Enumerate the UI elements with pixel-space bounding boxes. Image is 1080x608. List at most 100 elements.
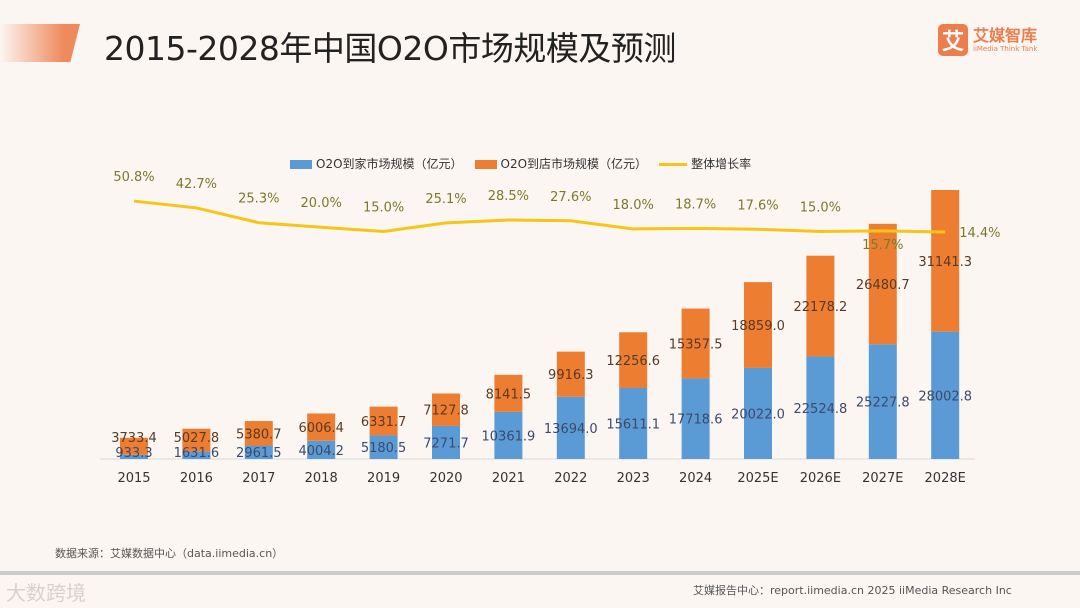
footer-divider: [0, 571, 1080, 575]
data-label-home: 22524.8: [794, 402, 848, 417]
data-label-store: 5027.8: [174, 431, 220, 446]
data-label-growth: 18.0%: [613, 198, 654, 213]
bar-home: [369, 435, 398, 459]
legend-item-store: O2O到店市场规模（亿元）: [474, 155, 648, 172]
logo-name: 艾媒智库: [973, 26, 1038, 45]
legend-label: 整体增长率: [691, 157, 752, 171]
data-label-growth: 28.5%: [488, 189, 529, 204]
data-label-home: 7271.7: [423, 436, 469, 451]
data-label-growth: 14.4%: [959, 226, 1000, 241]
bar-home: [244, 445, 273, 459]
data-label-home: 933.3: [115, 446, 152, 461]
x-tick-label: 2027E: [862, 471, 903, 486]
x-tick-label: 2023: [617, 471, 650, 486]
data-label-store: 12256.6: [606, 354, 660, 369]
bar-store: [806, 255, 835, 357]
bar-store: [744, 282, 772, 368]
legend-item-home: O2O到家市场规模（亿元）: [290, 155, 463, 172]
data-label-home: 10361.9: [482, 429, 536, 444]
bar-store: [868, 223, 897, 345]
data-label-growth: 20.0%: [301, 196, 342, 211]
data-label-home: 4004.2: [298, 444, 344, 459]
bar-store: [494, 374, 523, 412]
bar-home: [120, 454, 148, 459]
bar-home: [681, 378, 710, 459]
logo-sub: iiMedia Think Tank: [973, 45, 1038, 53]
legend-swatch-line: [659, 163, 688, 166]
data-label-home: 15611.1: [606, 417, 660, 432]
bar-store: [931, 189, 960, 332]
x-tick-label: 2020: [429, 471, 462, 486]
data-label-home: 17718.6: [669, 413, 723, 428]
data-label-store: 5380.7: [236, 427, 282, 442]
bar-home: [806, 356, 835, 459]
x-tick-label: 2018: [305, 471, 338, 486]
bar-store: [182, 428, 211, 452]
x-tick-label: 2015: [117, 471, 150, 486]
data-label-home: 28002.8: [918, 389, 972, 404]
data-label-store: 6331.7: [361, 415, 407, 430]
data-label-growth: 42.7%: [176, 177, 217, 192]
x-tick-label: 2024: [679, 471, 712, 486]
bar-store: [619, 332, 648, 388]
legend-item-growth: 整体增长率: [659, 155, 751, 172]
data-label-growth: 15.0%: [363, 200, 404, 215]
data-label-store: 7127.8: [423, 404, 469, 419]
x-tick-label: 2017: [242, 471, 275, 486]
legend-label: O2O到家市场规模（亿元）: [316, 157, 463, 171]
legend-label: O2O到店市场规模（亿元）: [500, 157, 648, 171]
logo-text-block: 艾媒智库 iiMedia Think Tank: [973, 26, 1038, 54]
legend-swatch-blue: [290, 160, 312, 169]
x-tick-label: 2025E: [737, 471, 778, 486]
bar-store: [120, 437, 148, 455]
bar-home: [432, 425, 460, 459]
bar-home: [931, 331, 960, 459]
x-tick-label: 2028E: [925, 471, 966, 486]
data-label-store: 22178.2: [794, 300, 848, 315]
data-label-home: 20022.0: [731, 407, 785, 422]
data-label-store: 15357.5: [669, 337, 723, 352]
data-label-growth: 25.3%: [238, 192, 279, 207]
data-label-store: 3733.4: [111, 431, 157, 446]
bar-store: [369, 406, 398, 436]
data-label-store: 9916.3: [548, 368, 594, 383]
data-label-home: 2961.5: [236, 446, 282, 461]
data-label-growth: 15.0%: [800, 200, 841, 215]
data-label-store: 8141.5: [486, 387, 532, 402]
data-label-home: 25227.8: [856, 396, 910, 411]
bar-home: [744, 367, 772, 459]
bar-store: [556, 351, 585, 397]
data-label-home: 13694.0: [544, 422, 598, 437]
data-label-store: 26480.7: [856, 278, 910, 293]
data-label-home: 5180.5: [361, 441, 407, 456]
bar-home: [494, 411, 523, 459]
data-label-growth: 18.7%: [675, 197, 716, 212]
bar-store: [681, 308, 710, 379]
bar-store: [432, 393, 460, 426]
x-tick-label: 2021: [492, 471, 525, 486]
legend-swatch-orange: [474, 160, 497, 169]
logo-mark-icon: 艾: [938, 24, 968, 56]
data-label-store: 31141.3: [918, 255, 972, 270]
data-label-growth: 17.6%: [737, 198, 778, 213]
watermark: 大数跨境: [6, 581, 86, 605]
bar-store: [244, 421, 273, 446]
data-label-growth: 25.1%: [425, 192, 466, 207]
bar-home: [556, 396, 585, 459]
bar-home: [868, 344, 897, 459]
bar-home: [182, 451, 211, 459]
footer-copyright: 艾媒报告中心：report.iimedia.cn 2025 iiMedia Re…: [693, 584, 1012, 597]
chart-legend: O2O到家市场规模（亿元） O2O到店市场规模（亿元） 整体增长率: [290, 155, 751, 172]
x-tick-label: 2019: [367, 471, 400, 486]
data-label-store: 18859.0: [731, 319, 785, 334]
data-label-home: 1631.6: [174, 446, 220, 461]
logo: 艾 艾媒智库 iiMedia Think Tank: [938, 24, 1037, 56]
page-title: 2015-2028年中国O2O市场规模及预测: [104, 29, 676, 68]
x-tick-label: 2026E: [800, 471, 841, 486]
bar-store: [307, 413, 336, 441]
data-label-growth: 50.8%: [113, 170, 154, 185]
data-source: 数据来源：艾媒数据中心（data.iimedia.cn）: [55, 547, 284, 560]
data-label-growth: 27.6%: [550, 190, 591, 205]
title-accent-bar: [0, 24, 80, 62]
x-tick-label: 2016: [180, 471, 213, 486]
